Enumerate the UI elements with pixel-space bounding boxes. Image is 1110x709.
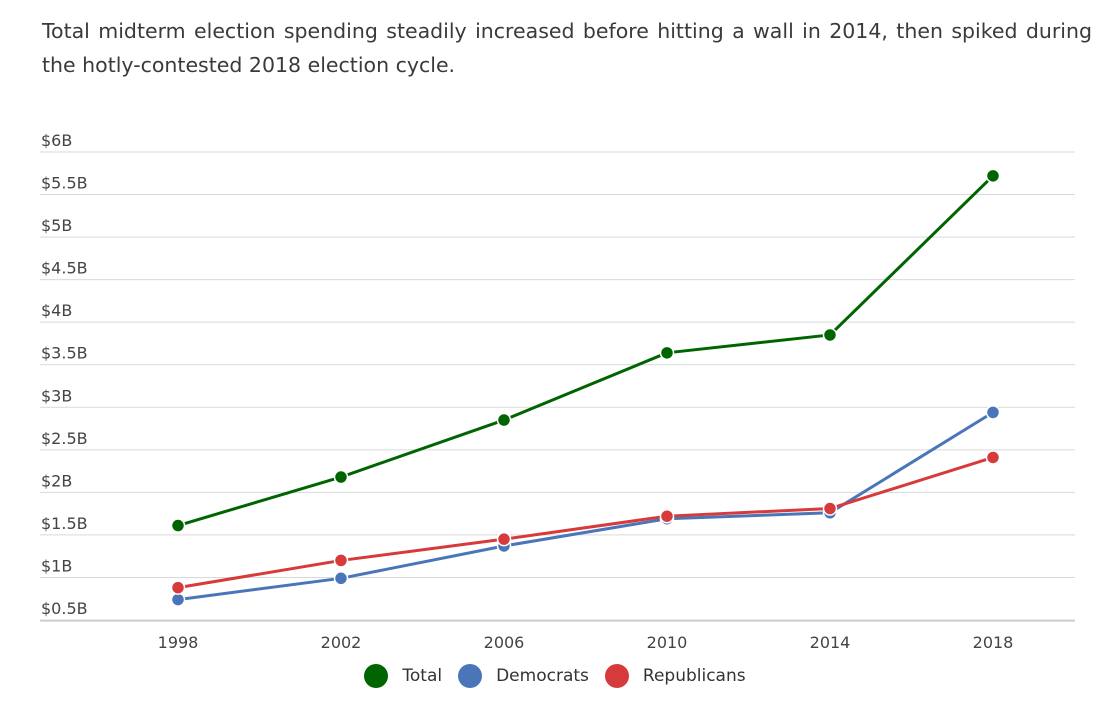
data-point-republicans[interactable] [333,553,349,568]
x-tick-label: 2006 [484,633,525,652]
legend-item-total[interactable]: Total [364,664,442,688]
chart-subtitle: Total midterm election spending steadily… [42,19,1092,77]
x-tick-label: 2002 [321,633,362,652]
series-line-total [177,174,995,527]
data-point-total[interactable] [333,469,349,485]
data-point-total[interactable] [170,518,186,533]
legend-marker-icon [364,664,389,688]
y-tick-label: $5B [41,216,72,235]
legend-marker-icon [604,664,629,688]
y-tick-label: $4.5B [41,259,88,278]
legend-marker-icon [458,664,483,688]
series-lines [177,174,995,602]
data-point-republicans[interactable] [822,501,838,516]
chart-legend: Total Democrats Republicans [0,664,1110,688]
y-tick-label: $2.5B [41,429,88,448]
y-tick-label: $1B [41,556,72,575]
series-line-democrats [177,411,994,602]
data-point-total[interactable] [659,345,675,361]
series-line-republicans [177,456,994,590]
grid-lines [40,151,1075,622]
series-points [170,168,1001,607]
data-point-republicans[interactable] [170,580,186,595]
data-point-republicans[interactable] [659,508,675,524]
y-tick-label: $2B [41,471,72,490]
y-tick-label: $6B [41,131,72,150]
y-axis-ticks: $0.5B $1B $1.5B $2B $2.5B $3B $3.5B $4B $4.5B $5B… [41,131,88,618]
data-point-total[interactable] [496,412,512,428]
data-point-democrats[interactable] [170,592,186,607]
x-tick-label: 1998 [158,633,199,652]
y-tick-label: $5.5B [41,174,88,193]
data-point-democrats[interactable] [333,571,349,586]
data-point-republicans[interactable] [496,531,512,547]
legend-label: Republicans [642,666,746,686]
legend-item-democrats[interactable]: Democrats [458,664,589,688]
y-tick-label: $3B [41,386,72,405]
x-tick-label: 2018 [973,633,1014,652]
data-point-total[interactable] [985,168,1001,184]
x-axis-ticks: 1998 2002 2006 2010 2014 2018 [158,633,1014,652]
data-point-republicans[interactable] [985,450,1001,465]
y-tick-label: $3.5B [41,344,88,363]
y-tick-label: $0.5B [41,599,88,618]
line-chart: $0.5B $1B $1.5B $2B $2.5B $3B $3.5B $4B $4.5B $5B… [40,131,1075,652]
x-tick-label: 2010 [647,633,688,652]
y-tick-label: $1.5B [41,514,88,533]
legend-item-republicans[interactable]: Republicans [604,664,746,688]
data-point-democrats[interactable] [985,405,1001,420]
data-point-total[interactable] [822,327,838,343]
legend-label: Total [402,666,443,686]
legend-label: Democrats [496,666,589,686]
x-tick-label: 2014 [810,633,851,652]
y-tick-label: $4B [41,301,72,320]
